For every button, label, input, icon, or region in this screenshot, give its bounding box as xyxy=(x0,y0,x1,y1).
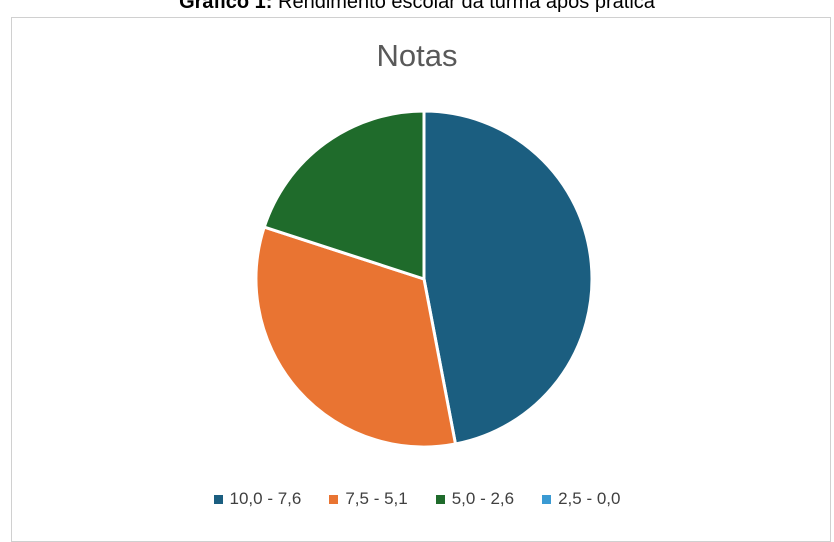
legend-swatch-4 xyxy=(542,494,552,504)
chart-title: Notas xyxy=(376,38,458,73)
legend-label-4: 2,5 - 0,0 xyxy=(558,489,621,508)
legend-label-3: 5,0 - 2,6 xyxy=(451,489,515,508)
caption-prefix: Gráfico 1: xyxy=(179,0,273,13)
legend-item-1: 10,0 - 7,6 xyxy=(213,489,302,509)
legend-label-2: 7,5 - 5,1 xyxy=(345,489,408,508)
legend-swatch-2 xyxy=(329,494,339,504)
legend-item-2: 7,5 - 5,1 xyxy=(329,489,408,509)
legend-label-1: 10,0 - 7,6 xyxy=(229,489,302,508)
legend-swatch-1 xyxy=(213,494,223,504)
chart-legend: 10,0 - 7,6 7,5 - 5,1 5,0 - 2,6 2,5 - 0,0 xyxy=(0,489,834,509)
pie-slice-2 xyxy=(254,225,458,449)
pie-slice-1 xyxy=(422,109,594,446)
legend-item-4: 2,5 - 0,0 xyxy=(542,489,620,509)
caption-text: Rendimento escolar da turma após prática xyxy=(278,0,655,13)
pie-slice-3 xyxy=(262,109,426,282)
legend-swatch-3 xyxy=(435,494,445,504)
legend-item-3: 5,0 - 2,6 xyxy=(435,489,515,509)
figure-caption: Gráfico 1: Rendimento escolar da turma a… xyxy=(0,0,834,14)
